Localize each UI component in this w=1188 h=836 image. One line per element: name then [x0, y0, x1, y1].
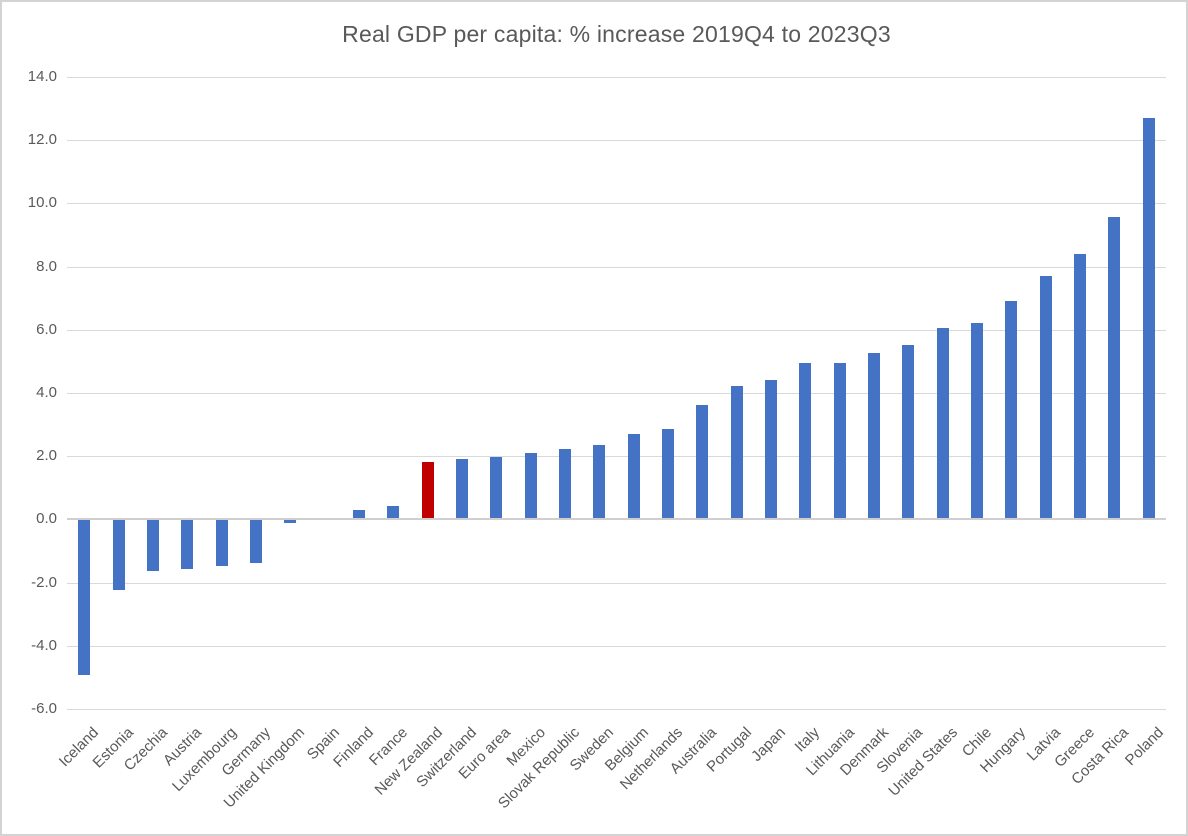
y-tick-label: 6.0 [36, 321, 57, 338]
bar-belgium [628, 434, 640, 519]
bar-iceland [78, 520, 90, 675]
y-tick-label: 0.0 [36, 510, 57, 527]
y-tick-label: -6.0 [31, 700, 57, 717]
bar-mexico [525, 453, 537, 519]
bar-lithuania [834, 363, 846, 519]
gridline [67, 583, 1166, 584]
bar-hungary [1005, 301, 1017, 519]
bar-france [387, 506, 399, 519]
bar-austria [181, 520, 193, 569]
bar-sweden [593, 445, 605, 519]
gridline [67, 456, 1166, 457]
bar-estonia [113, 520, 125, 590]
bar-netherlands [662, 429, 674, 519]
y-tick-label: 4.0 [36, 384, 57, 401]
bar-poland [1143, 118, 1155, 519]
gridline [67, 646, 1166, 647]
bar-united-kingdom [284, 520, 296, 523]
y-tick-label: -2.0 [31, 574, 57, 591]
gridline [67, 140, 1166, 141]
bar-switzerland [456, 459, 468, 519]
bar-slovenia [902, 345, 914, 519]
bar-finland [353, 510, 365, 519]
bar-luxembourg [216, 520, 228, 566]
bar-czechia [147, 520, 159, 571]
gridline [67, 330, 1166, 331]
bar-denmark [868, 353, 880, 519]
y-tick-label: 2.0 [36, 447, 57, 464]
x-axis-line [67, 518, 1166, 520]
gridline [67, 393, 1166, 394]
y-tick-label: 12.0 [27, 131, 57, 148]
chart-title: Real GDP per capita: % increase 2019Q4 t… [342, 21, 891, 47]
bar-euro-area [490, 457, 502, 519]
gridline [67, 77, 1166, 78]
bar-australia [696, 405, 708, 519]
gridline [67, 203, 1166, 204]
bar-costa-rica [1108, 217, 1120, 519]
bar-japan [765, 380, 777, 519]
bar-germany [250, 520, 262, 563]
bar-latvia [1040, 276, 1052, 519]
y-tick-label: 10.0 [27, 194, 57, 211]
bar-portugal [731, 386, 743, 519]
y-tick-label: 8.0 [36, 258, 57, 275]
y-tick-label: 14.0 [27, 68, 57, 85]
bar-chile [971, 323, 983, 519]
gridline [67, 267, 1166, 268]
bar-slovak-republic [559, 449, 571, 519]
bar-italy [799, 363, 811, 519]
bar-united-states [937, 328, 949, 519]
bar-greece [1074, 254, 1086, 519]
gridline [67, 709, 1166, 710]
y-tick-label: -4.0 [31, 637, 57, 654]
bar-new-zealand [422, 462, 434, 519]
